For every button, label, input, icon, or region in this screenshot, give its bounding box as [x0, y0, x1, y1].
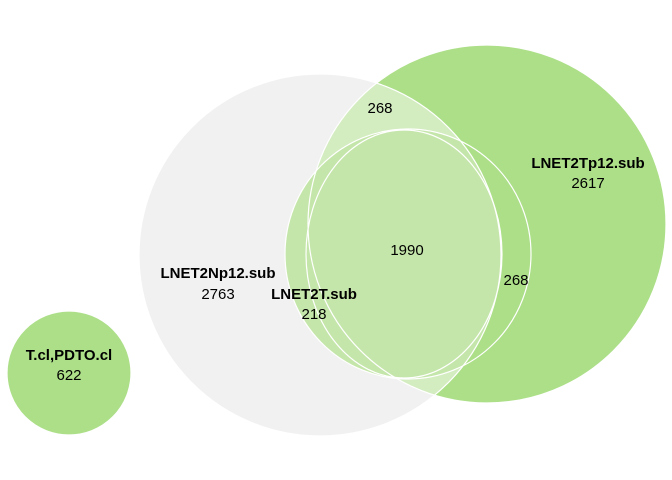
- set-outlines: [6, 44, 667, 437]
- intersection-count-center: 1990: [390, 242, 423, 259]
- intersection-count-t-tp12: 268: [503, 272, 528, 289]
- outline-lnet2np12: [138, 73, 502, 437]
- outline-tcl-pdtocl: [6, 310, 132, 436]
- outline-np12-inner: [305, 129, 503, 379]
- set-name-lnet2tp12: LNET2Tp12.sub: [531, 155, 644, 172]
- set-name-tcl-pdtocl: T.cl,PDTO.cl: [26, 347, 112, 364]
- set-name-lnet2t: LNET2T.sub: [271, 286, 357, 303]
- set-region-tcl-pdtocl: [7, 311, 131, 435]
- overlap-center-region: [285, 129, 501, 379]
- outline-lnet2t: [284, 128, 532, 380]
- set-count-tcl-pdtocl: 622: [56, 367, 81, 384]
- set-count-lnet2np12: 2763: [201, 286, 234, 303]
- intersection-count-np12-tp12: 268: [367, 100, 392, 117]
- set-count-lnet2t: 218: [301, 306, 326, 323]
- set-count-lnet2tp12: 2617: [571, 175, 604, 192]
- set-name-lnet2np12: LNET2Np12.sub: [160, 265, 275, 282]
- outline-lnet2tp12: [307, 44, 667, 404]
